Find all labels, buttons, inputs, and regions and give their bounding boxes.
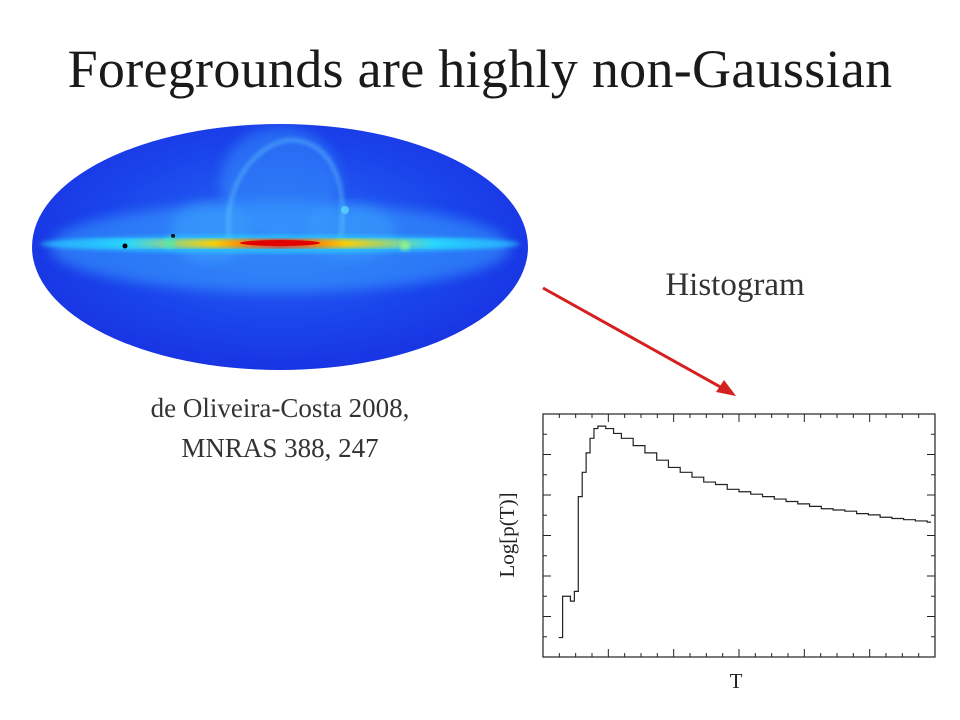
sky-map-image bbox=[32, 124, 528, 370]
slide-title: Foregrounds are highly non-Gaussian bbox=[67, 39, 893, 99]
citation: de Oliveira-Costa 2008, MNRAS 388, 247 bbox=[80, 388, 480, 468]
histogram-series-line bbox=[558, 425, 932, 639]
citation-line-1: de Oliveira-Costa 2008, bbox=[150, 393, 410, 423]
plot-frame bbox=[542, 413, 936, 658]
histogram-label: Histogram bbox=[665, 267, 805, 303]
arrow-head bbox=[716, 380, 736, 396]
x-axis-label: T bbox=[730, 669, 743, 693]
citation-line-2: MNRAS 388, 247 bbox=[181, 433, 379, 463]
y-axis-label: Log[p(T)] bbox=[495, 492, 519, 577]
arrow-shaft bbox=[542, 286, 725, 391]
histogram-chart: Log[p(T)] T bbox=[495, 413, 936, 693]
